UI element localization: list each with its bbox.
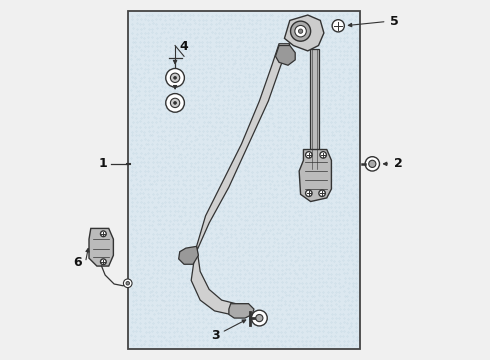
Circle shape <box>100 259 106 265</box>
Circle shape <box>173 102 176 104</box>
Circle shape <box>171 73 180 82</box>
Circle shape <box>319 190 325 197</box>
Polygon shape <box>191 44 290 315</box>
Circle shape <box>298 29 303 33</box>
Circle shape <box>100 231 106 237</box>
Polygon shape <box>310 49 319 169</box>
Polygon shape <box>179 246 198 264</box>
Circle shape <box>320 152 326 158</box>
Text: 5: 5 <box>390 15 399 28</box>
Circle shape <box>368 160 376 167</box>
Circle shape <box>295 26 306 37</box>
Polygon shape <box>285 15 324 51</box>
Circle shape <box>306 152 312 158</box>
Circle shape <box>123 279 132 288</box>
Text: 1: 1 <box>98 157 107 170</box>
Circle shape <box>291 21 311 41</box>
Circle shape <box>171 98 180 108</box>
Circle shape <box>166 68 184 87</box>
FancyBboxPatch shape <box>128 12 360 348</box>
Text: 3: 3 <box>211 329 220 342</box>
Circle shape <box>306 190 312 197</box>
Circle shape <box>166 94 184 112</box>
Circle shape <box>173 76 176 79</box>
Circle shape <box>365 157 379 171</box>
Polygon shape <box>229 304 254 318</box>
Circle shape <box>332 20 344 32</box>
Circle shape <box>256 315 263 321</box>
Text: 6: 6 <box>73 256 82 269</box>
Text: 4: 4 <box>180 40 189 53</box>
Circle shape <box>126 282 129 285</box>
Polygon shape <box>89 228 113 266</box>
Polygon shape <box>299 149 331 202</box>
Circle shape <box>251 310 267 326</box>
Text: 2: 2 <box>394 157 403 170</box>
Polygon shape <box>275 45 295 65</box>
